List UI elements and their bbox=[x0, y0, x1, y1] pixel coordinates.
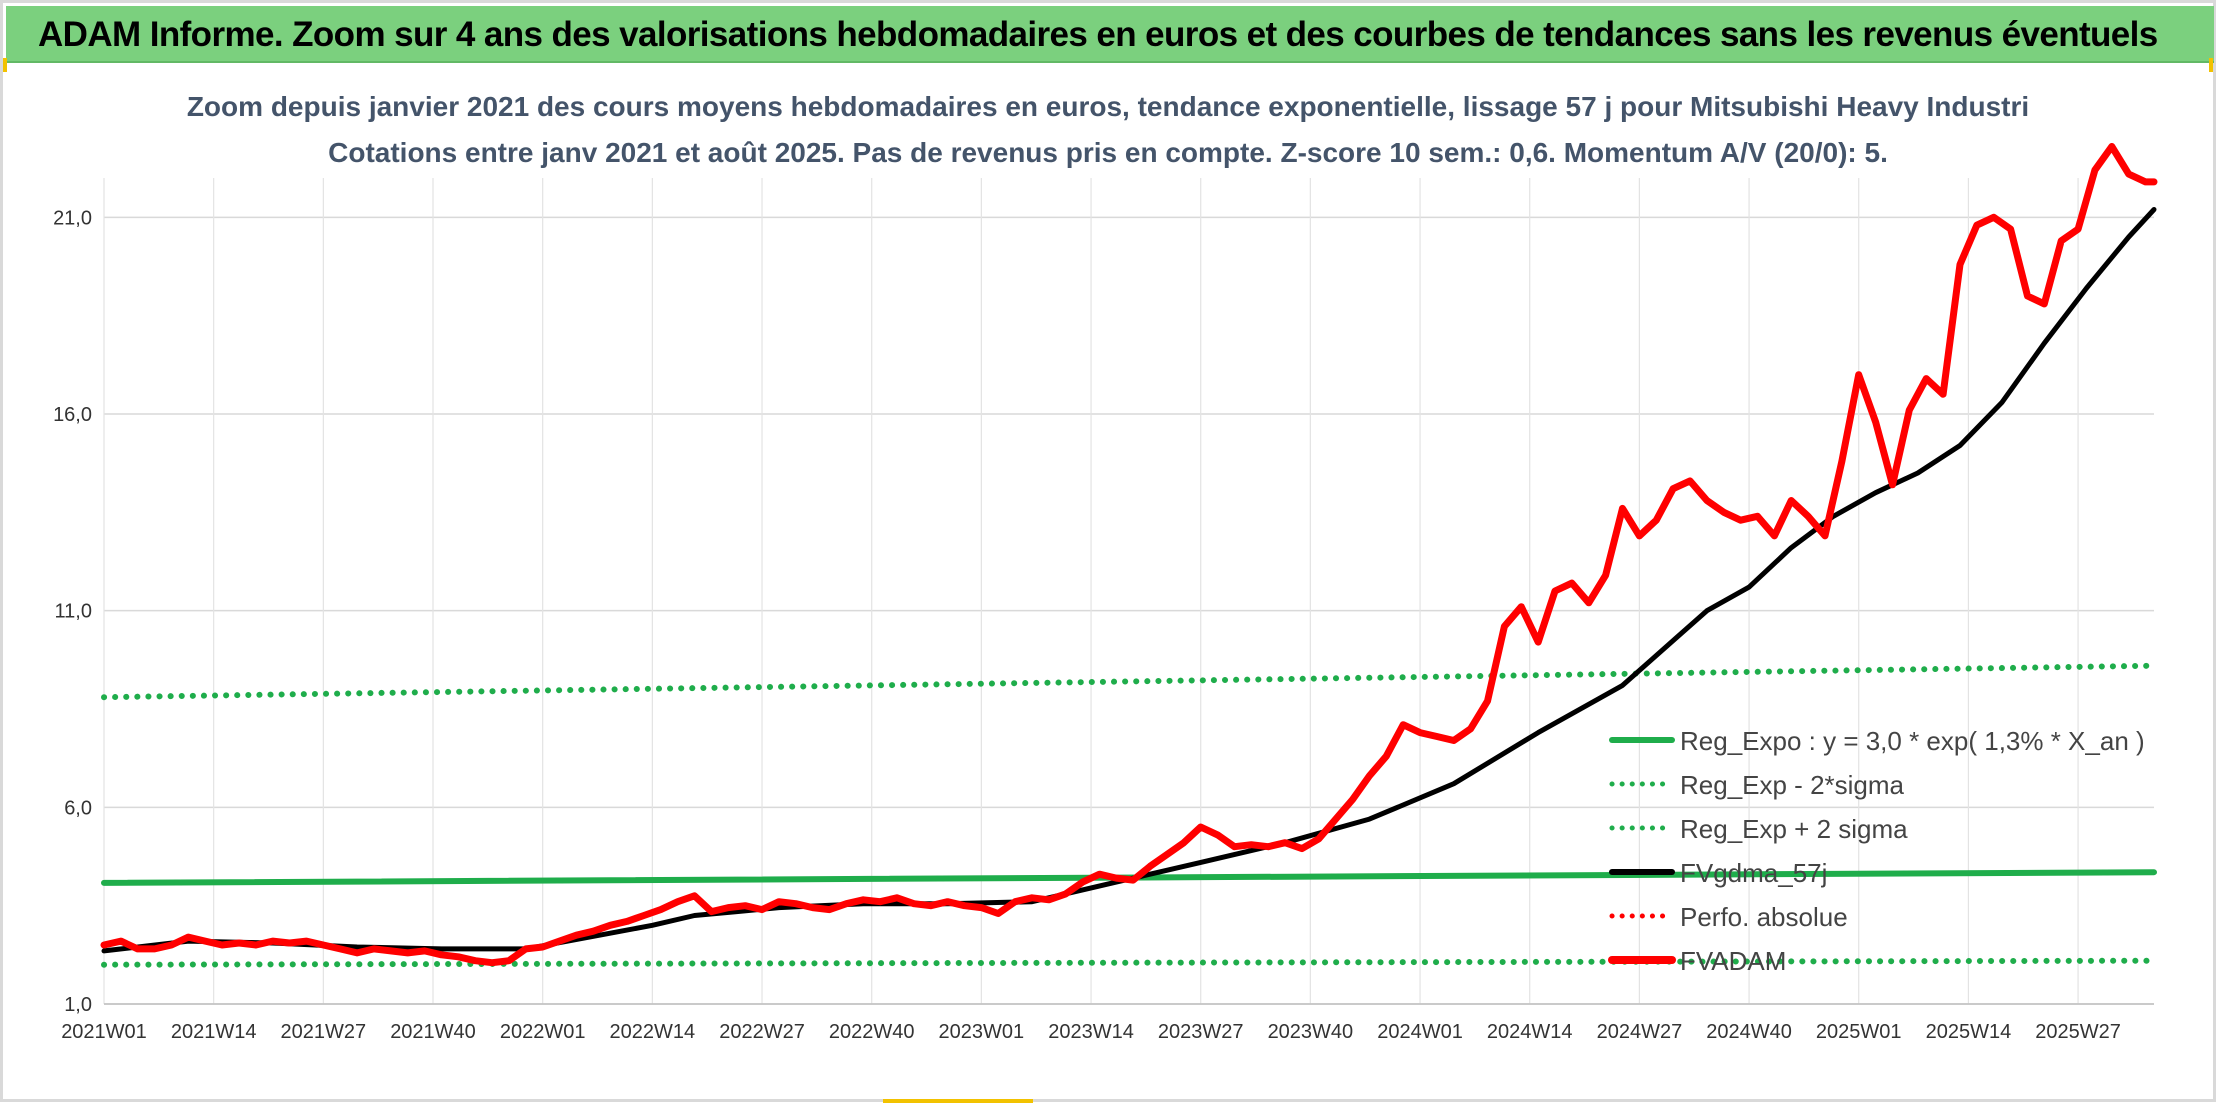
legend: Reg_Expo : y = 3,0 * exp( 1,3% * X_an ) R… bbox=[1608, 726, 2145, 976]
x-tick-label: 2024W14 bbox=[1487, 1021, 1573, 1043]
y-tick-label: 16,0 bbox=[53, 404, 92, 426]
series-line-1 bbox=[101, 957, 2157, 968]
x-tick-label: 2025W01 bbox=[1816, 1021, 1902, 1043]
x-tick-label: 2025W14 bbox=[1926, 1021, 2012, 1043]
header-banner: ADAM Informe. Zoom sur 4 ans des valoris… bbox=[6, 6, 2214, 63]
x-tick-label: 2021W01 bbox=[61, 1021, 147, 1043]
corner-mark-left bbox=[3, 58, 7, 72]
banner-title: ADAM Informe. Zoom sur 4 ans des valoris… bbox=[38, 15, 2158, 54]
y-tick-label: 21,0 bbox=[53, 207, 92, 229]
bottom-accent bbox=[883, 1099, 1033, 1103]
chart-title: Zoom depuis janvier 2021 des cours moyen… bbox=[187, 91, 2029, 122]
x-tick-label: 2021W14 bbox=[171, 1021, 257, 1043]
x-tick-label: 2025W27 bbox=[2035, 1021, 2121, 1043]
legend-label: FVgdma_57j bbox=[1680, 858, 1827, 888]
legend-label: Reg_Exp - 2*sigma bbox=[1680, 770, 1905, 800]
x-tick-label: 2023W01 bbox=[939, 1021, 1025, 1043]
x-tick-label: 2023W14 bbox=[1048, 1021, 1134, 1043]
y-tick-label: 11,0 bbox=[55, 601, 92, 623]
x-tick-label: 2023W40 bbox=[1268, 1021, 1354, 1043]
x-tick-label: 2022W01 bbox=[500, 1021, 586, 1043]
x-axis: 2021W01 2021W14 2021W27 2021W40 2022W01 2022W… bbox=[61, 1021, 2121, 1043]
x-tick-label: 2024W27 bbox=[1597, 1021, 1683, 1043]
x-tick-label: 2023W27 bbox=[1158, 1021, 1244, 1043]
x-tick-label: 2021W27 bbox=[281, 1021, 367, 1043]
x-tick-label: 2021W40 bbox=[390, 1021, 476, 1043]
plot-area bbox=[100, 143, 2158, 968]
chart-subtitle: Cotations entre janv 2021 et août 2025. … bbox=[328, 137, 1888, 168]
x-tick-label: 2024W01 bbox=[1377, 1021, 1463, 1043]
legend-label: FVADAM bbox=[1680, 946, 1786, 976]
grid bbox=[103, 178, 2154, 1005]
series-line-5 bbox=[100, 143, 2158, 967]
y-tick-label: 6,0 bbox=[64, 797, 92, 819]
legend-label: Reg_Exp + 2 sigma bbox=[1680, 814, 1908, 844]
x-tick-label: 2022W40 bbox=[829, 1021, 915, 1043]
x-tick-label: 2024W40 bbox=[1706, 1021, 1792, 1043]
legend-label: Reg_Expo : y = 3,0 * exp( 1,3% * X_an ) bbox=[1680, 726, 2145, 756]
y-tick-label: 1,0 bbox=[64, 994, 92, 1016]
legend-label: Perfo. absolue bbox=[1680, 902, 1848, 932]
x-tick-label: 2022W27 bbox=[719, 1021, 805, 1043]
corner-mark-right bbox=[2209, 58, 2213, 72]
y-axis: 1,0 6,0 11,0 16,0 21,0 bbox=[53, 207, 92, 1016]
series-line-2 bbox=[101, 662, 2157, 701]
x-tick-label: 2022W14 bbox=[610, 1021, 696, 1043]
